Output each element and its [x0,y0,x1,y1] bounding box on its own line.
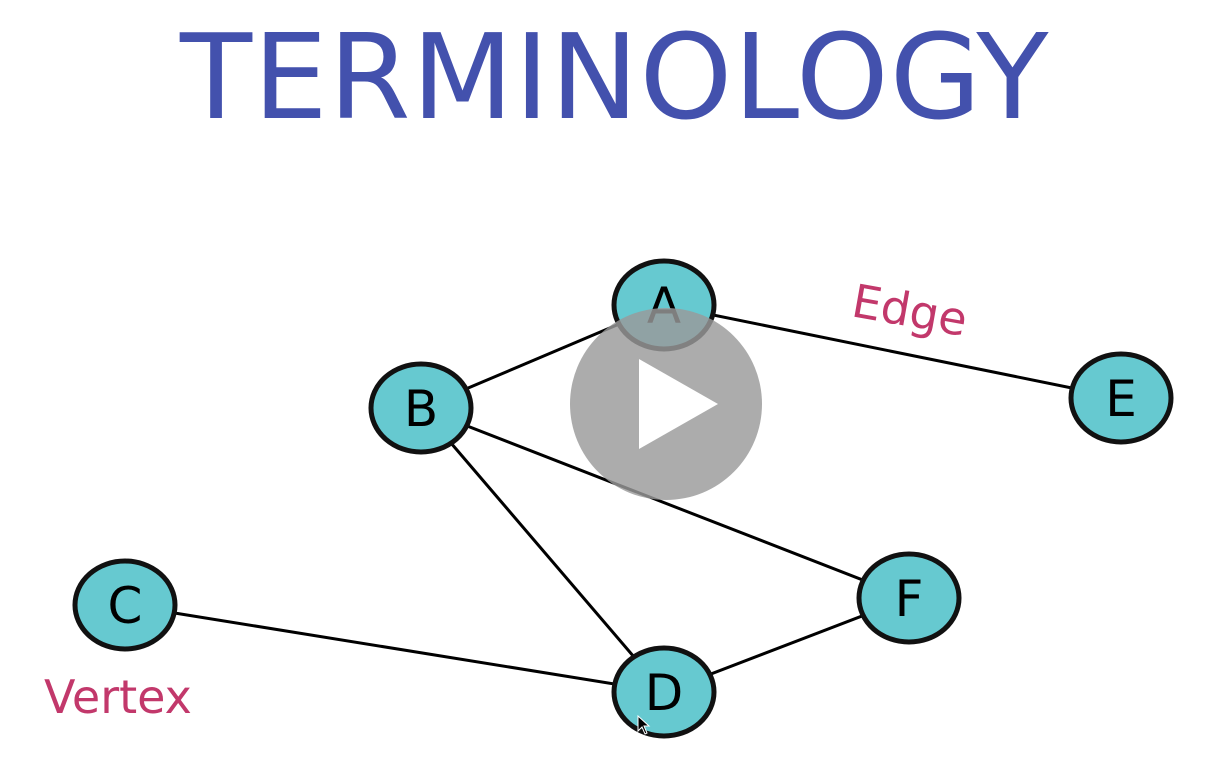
edge-B-F [420,406,910,600]
edge-A-E [663,303,1122,400]
vertex-label: E [1105,370,1137,428]
vertex-label: C [108,577,143,635]
edge-C-D [124,603,665,694]
vertex-circle [368,361,474,455]
vertex-circle [611,645,717,739]
play-icon[interactable] [639,359,718,449]
play-button[interactable] [570,308,762,500]
vertex-F: F [856,551,962,645]
slide-title: TERMINOLOGY [180,8,1050,146]
vertex-B: B [368,361,474,455]
vertex-D: D [611,645,717,739]
vertex-label: F [895,570,924,628]
edge-B-D [419,407,666,693]
vertex-circle [856,551,962,645]
vertex-label: B [404,380,438,438]
vertex-circle [1068,351,1174,445]
vertex-annotation: Vertex [44,670,192,724]
vertex-label: D [645,664,684,722]
mouse-cursor-icon [637,714,651,735]
vertex-circle [72,558,178,652]
vertex-E: E [1068,351,1174,445]
edge-annotation: Edge [848,274,971,347]
vertex-C: C [72,558,178,652]
